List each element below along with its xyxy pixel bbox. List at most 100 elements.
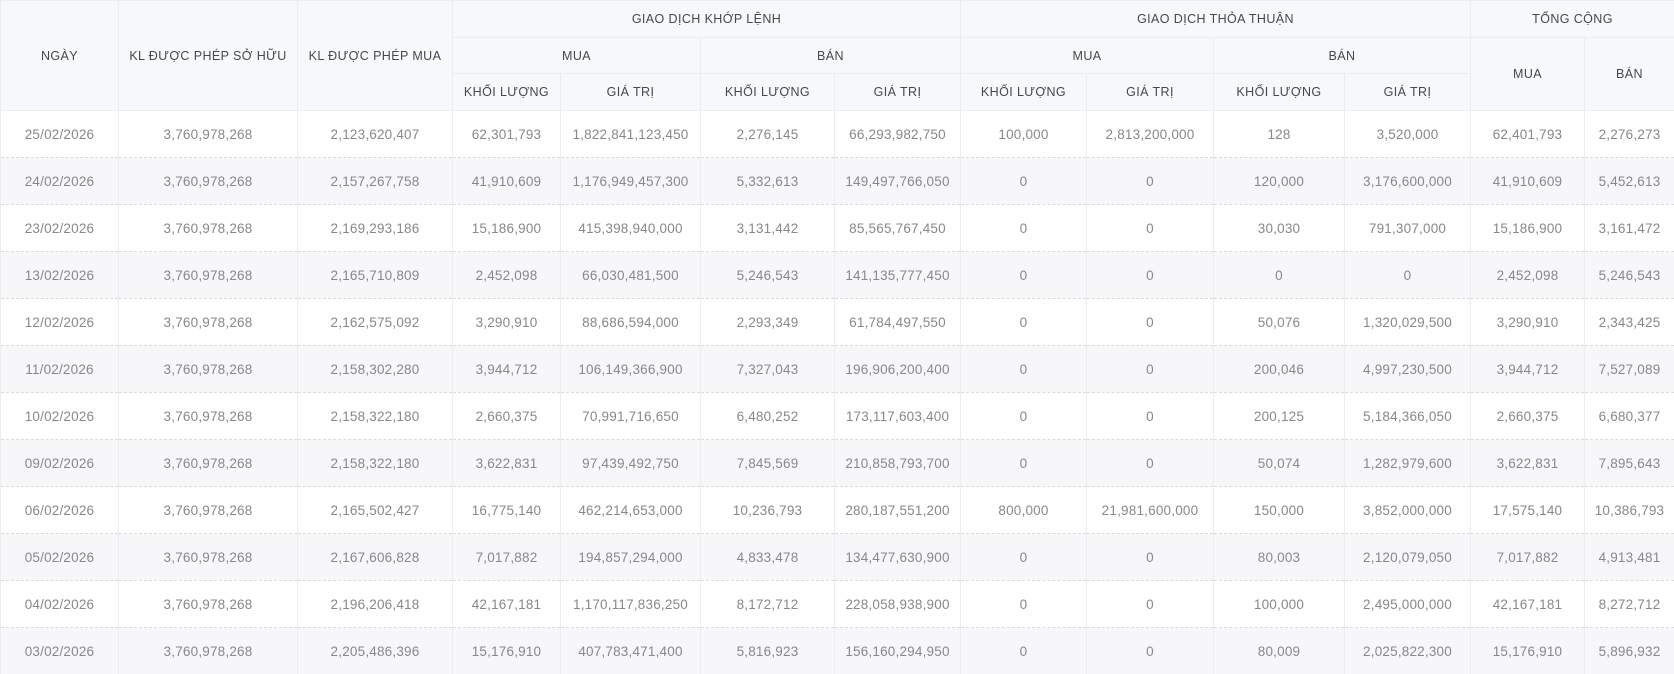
cell-deal-sell-val: 2,120,079,050 [1344, 533, 1471, 581]
cell-total-sell: 4,913,481 [1584, 533, 1674, 581]
cell-match-sell-vol: 7,327,043 [700, 345, 835, 393]
cell-match-buy-vol: 3,944,712 [452, 345, 561, 393]
cell-match-sell-vol: 10,236,793 [700, 486, 835, 534]
cell-match-buy-val: 462,214,653,000 [560, 486, 701, 534]
cell-match-buy-val: 407,783,471,400 [560, 627, 701, 674]
cell-allowed-buy: 2,123,620,407 [297, 110, 453, 158]
table-row: 05/02/2026 3,760,978,268 2,167,606,828 7,01… [0, 533, 1674, 581]
cell-allowed-own: 3,760,978,268 [118, 110, 298, 158]
cell-match-sell-vol: 2,276,145 [700, 110, 835, 158]
cell-deal-buy-val: 21,981,600,000 [1086, 486, 1214, 534]
cell-match-buy-vol: 15,176,910 [452, 627, 561, 674]
cell-allowed-buy: 2,158,322,180 [297, 439, 453, 487]
cell-allowed-own: 3,760,978,268 [118, 627, 298, 674]
cell-allowed-buy: 2,169,293,186 [297, 204, 453, 252]
subheader-deal-buy: MUA [960, 37, 1214, 74]
cell-total-sell: 3,161,472 [1584, 204, 1674, 252]
cell-total-buy: 15,186,900 [1470, 204, 1585, 252]
cell-match-sell-vol: 2,293,349 [700, 298, 835, 346]
cell-allowed-buy: 2,205,486,396 [297, 627, 453, 674]
table-row: 12/02/2026 3,760,978,268 2,162,575,092 3,29… [0, 298, 1674, 346]
cell-deal-sell-val: 4,997,230,500 [1344, 345, 1471, 393]
cell-allowed-buy: 2,165,710,809 [297, 251, 453, 299]
cell-allowed-own: 3,760,978,268 [118, 580, 298, 628]
cell-deal-sell-val: 0 [1344, 251, 1471, 299]
subheader-match-buy: MUA [452, 37, 701, 74]
cell-total-buy: 3,944,712 [1470, 345, 1585, 393]
cell-deal-buy-vol: 0 [960, 533, 1087, 581]
cell-match-sell-vol: 3,131,442 [700, 204, 835, 252]
cell-match-sell-val: 210,858,793,700 [834, 439, 961, 487]
table-row: 25/02/2026 3,760,978,268 2,123,620,407 62,3… [0, 110, 1674, 158]
cell-match-sell-vol: 5,332,613 [700, 157, 835, 205]
cell-total-buy: 62,401,793 [1470, 110, 1585, 158]
cell-total-sell: 5,246,543 [1584, 251, 1674, 299]
column-header-allowed-own: KL ĐƯỢC PHÉP SỞ HỮU [118, 0, 298, 111]
cell-deal-sell-vol: 120,000 [1213, 157, 1345, 205]
cell-match-sell-val: 156,160,294,950 [834, 627, 961, 674]
cell-deal-buy-vol: 0 [960, 251, 1087, 299]
group-header-negotiated: GIAO DỊCH THỎA THUẬN [960, 0, 1471, 38]
cell-deal-buy-vol: 800,000 [960, 486, 1087, 534]
cell-match-sell-val: 280,187,551,200 [834, 486, 961, 534]
cell-deal-buy-val: 2,813,200,000 [1086, 110, 1214, 158]
cell-match-sell-vol: 4,833,478 [700, 533, 835, 581]
cell-deal-sell-val: 3,852,000,000 [1344, 486, 1471, 534]
cell-match-sell-val: 61,784,497,550 [834, 298, 961, 346]
subheader-total-sell: BÁN [1584, 37, 1674, 111]
cell-total-sell: 2,276,273 [1584, 110, 1674, 158]
cell-deal-sell-vol: 200,046 [1213, 345, 1345, 393]
cell-deal-sell-vol: 100,000 [1213, 580, 1345, 628]
cell-match-buy-val: 194,857,294,000 [560, 533, 701, 581]
cell-allowed-own: 3,760,978,268 [118, 251, 298, 299]
cell-deal-buy-vol: 0 [960, 345, 1087, 393]
cell-deal-buy-vol: 0 [960, 204, 1087, 252]
table-row: 10/02/2026 3,760,978,268 2,158,322,180 2,66… [0, 392, 1674, 440]
cell-deal-buy-vol: 0 [960, 627, 1087, 674]
cell-total-buy: 41,910,609 [1470, 157, 1585, 205]
cell-total-buy: 3,290,910 [1470, 298, 1585, 346]
cell-match-buy-vol: 2,452,098 [452, 251, 561, 299]
cell-deal-buy-vol: 0 [960, 298, 1087, 346]
cell-match-buy-val: 66,030,481,500 [560, 251, 701, 299]
cell-deal-sell-vol: 30,030 [1213, 204, 1345, 252]
cell-match-sell-val: 173,117,603,400 [834, 392, 961, 440]
cell-match-buy-vol: 3,290,910 [452, 298, 561, 346]
cell-allowed-own: 3,760,978,268 [118, 486, 298, 534]
cell-match-buy-val: 1,176,949,457,300 [560, 157, 701, 205]
cell-date: 09/02/2026 [0, 439, 119, 487]
cell-match-sell-val: 66,293,982,750 [834, 110, 961, 158]
cell-deal-buy-val: 0 [1086, 251, 1214, 299]
cell-deal-sell-vol: 200,125 [1213, 392, 1345, 440]
cell-deal-sell-val: 791,307,000 [1344, 204, 1471, 252]
cell-deal-sell-val: 2,495,000,000 [1344, 580, 1471, 628]
cell-date: 12/02/2026 [0, 298, 119, 346]
cell-total-sell: 5,452,613 [1584, 157, 1674, 205]
table-row: 11/02/2026 3,760,978,268 2,158,302,280 3,94… [0, 345, 1674, 393]
table-row: 13/02/2026 3,760,978,268 2,165,710,809 2,45… [0, 251, 1674, 299]
cell-match-buy-vol: 41,910,609 [452, 157, 561, 205]
cell-deal-buy-val: 0 [1086, 298, 1214, 346]
cell-total-sell: 7,895,643 [1584, 439, 1674, 487]
cell-date: 24/02/2026 [0, 157, 119, 205]
table-body: 25/02/2026 3,760,978,268 2,123,620,407 62,3… [0, 110, 1674, 674]
cell-match-buy-val: 1,170,117,836,250 [560, 580, 701, 628]
cell-deal-sell-val: 5,184,366,050 [1344, 392, 1471, 440]
cell-match-sell-val: 85,565,767,450 [834, 204, 961, 252]
cell-total-buy: 17,575,140 [1470, 486, 1585, 534]
cell-deal-buy-val: 0 [1086, 157, 1214, 205]
cell-match-buy-vol: 16,775,140 [452, 486, 561, 534]
table-row: 09/02/2026 3,760,978,268 2,158,322,180 3,62… [0, 439, 1674, 487]
cell-allowed-buy: 2,162,575,092 [297, 298, 453, 346]
leaf-header-deal-buy-volume: KHỐI LƯỢNG [960, 73, 1087, 111]
cell-match-buy-val: 1,822,841,123,450 [560, 110, 701, 158]
cell-deal-sell-vol: 0 [1213, 251, 1345, 299]
cell-allowed-own: 3,760,978,268 [118, 345, 298, 393]
cell-match-sell-val: 134,477,630,900 [834, 533, 961, 581]
cell-match-buy-vol: 2,660,375 [452, 392, 561, 440]
cell-match-sell-val: 141,135,777,450 [834, 251, 961, 299]
cell-deal-sell-vol: 50,076 [1213, 298, 1345, 346]
cell-date: 04/02/2026 [0, 580, 119, 628]
cell-match-sell-vol: 6,480,252 [700, 392, 835, 440]
